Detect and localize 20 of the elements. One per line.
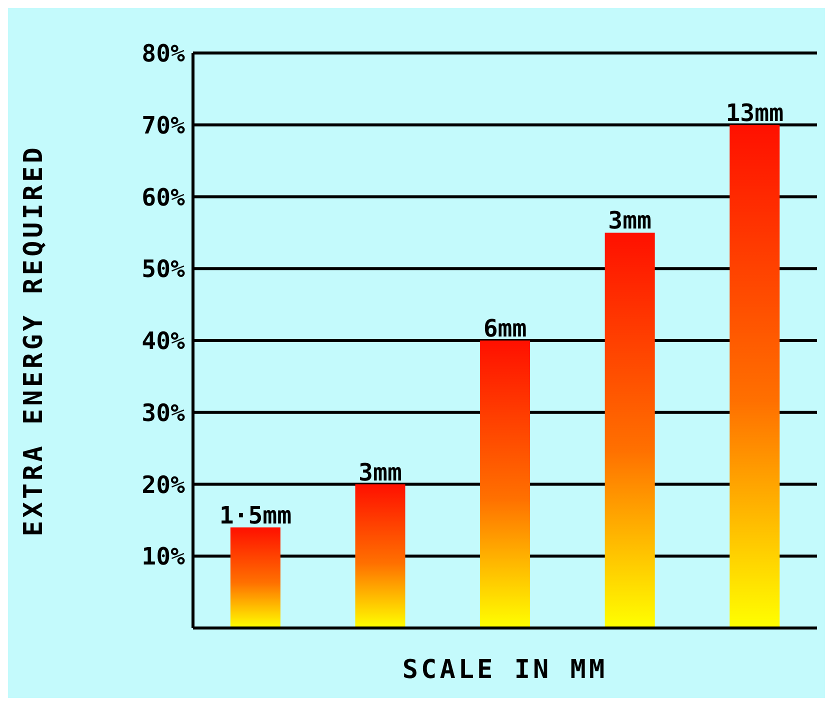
y-tick-label: 50% [142,255,186,284]
bar [604,232,655,628]
y-tick-label: 30% [142,398,186,427]
y-axis-title: EXTRA ENERGY REQUIRED [19,144,50,536]
y-tick-label: 20% [142,470,186,499]
x-tick-label: 1·5mm [219,501,292,530]
bar [230,527,280,628]
x-tick-label: 3mm [608,206,652,235]
y-tick-label: 10% [142,542,186,571]
y-tick-label: 80% [142,40,186,68]
bar [480,340,530,628]
y-tick-label: 70% [142,111,186,140]
bar [355,484,406,628]
y-tick-label: 40% [142,327,186,356]
x-tick-label: 3mm [358,458,402,486]
x-axis-title: SCALE IN MM [402,655,608,685]
x-tick-label: 6mm [483,314,527,342]
bar [730,124,780,628]
x-tick-label: 13mm [726,98,784,127]
y-tick-label: 60% [142,183,186,212]
